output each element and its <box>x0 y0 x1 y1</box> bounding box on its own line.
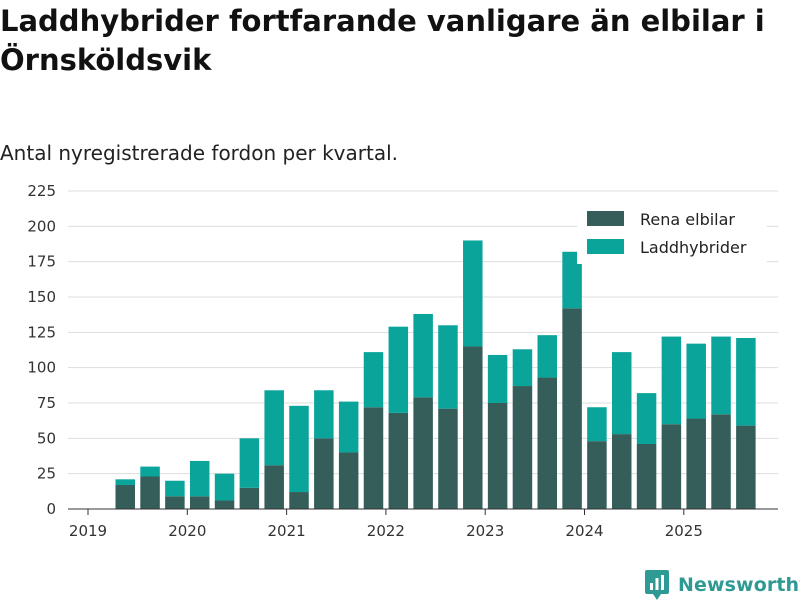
bar-rena-elbilar <box>338 452 359 509</box>
y-tick-label: 100 <box>27 359 56 377</box>
bar-rena-elbilar <box>214 500 235 509</box>
legend-swatch-rena-elbilar <box>587 211 624 226</box>
bar-rena-elbilar <box>289 492 309 509</box>
newsworthy-logo-icon <box>645 570 669 600</box>
bar-laddhybrider <box>562 251 582 309</box>
bar-laddhybrider <box>189 460 210 497</box>
bar-rena-elbilar <box>438 408 458 509</box>
x-tick-label: 2025 <box>665 522 703 540</box>
bar-laddhybrider <box>239 438 260 488</box>
bar-rena-elbilar <box>487 403 508 509</box>
bar-rena-elbilar <box>736 425 756 509</box>
bar-laddhybrider <box>463 240 483 347</box>
bar-laddhybrider <box>512 349 533 387</box>
bar-laddhybrider <box>363 352 384 408</box>
x-tick-label: 2022 <box>367 522 405 540</box>
bar-laddhybrider <box>438 325 458 409</box>
bar-rena-elbilar <box>115 484 135 509</box>
bar-rena-elbilar <box>661 424 682 509</box>
bar-rena-elbilar <box>512 386 533 509</box>
bar-laddhybrider <box>214 473 235 501</box>
bar-laddhybrider <box>314 390 334 439</box>
y-tick-label: 0 <box>46 500 56 518</box>
bar-rena-elbilar <box>239 487 260 509</box>
x-tick-label: 2019 <box>69 522 107 540</box>
bar-rena-elbilar <box>562 308 582 509</box>
bar-laddhybrider <box>587 407 607 442</box>
x-tick-label: 2023 <box>466 522 504 540</box>
bar-laddhybrider <box>636 393 657 444</box>
bar-rena-elbilar <box>587 441 607 509</box>
bar-rena-elbilar <box>463 346 483 509</box>
bar-laddhybrider <box>711 336 731 415</box>
y-tick-label: 225 <box>27 182 56 200</box>
bar-rena-elbilar <box>314 438 334 509</box>
legend-swatch-laddhybrider <box>587 239 624 254</box>
bar-laddhybrider <box>264 390 284 466</box>
y-tick-label: 150 <box>27 288 56 306</box>
bar-rena-elbilar <box>388 412 409 509</box>
y-tick-label: 125 <box>27 323 56 341</box>
y-tick-label: 200 <box>27 217 56 235</box>
legend: Rena elbilar Laddhybrider <box>577 202 767 264</box>
newsworthy-logo: Newsworthy <box>644 569 800 601</box>
bar-laddhybrider <box>537 335 558 378</box>
chart-subtitle: Antal nyregistrerade fordon per kvartal. <box>0 141 399 165</box>
legend-label-rena-elbilar: Rena elbilar <box>640 210 735 229</box>
bar-rena-elbilar <box>189 496 210 509</box>
bar-laddhybrider <box>165 480 185 497</box>
bar-rena-elbilar <box>636 443 657 509</box>
y-tick-label: 175 <box>27 253 56 271</box>
bar-rena-elbilar <box>264 465 284 509</box>
bar-rena-elbilar <box>711 414 731 509</box>
bar-laddhybrider <box>661 336 682 425</box>
bar-rena-elbilar <box>537 377 558 509</box>
bar-rena-elbilar <box>611 434 632 509</box>
bar-laddhybrider <box>611 352 632 435</box>
y-tick-label: 50 <box>37 429 56 447</box>
y-tick-label: 25 <box>37 465 56 483</box>
legend-label-laddhybrider: Laddhybrider <box>640 238 747 257</box>
bar-laddhybrider <box>686 343 706 419</box>
bar-laddhybrider <box>388 326 409 413</box>
bar-laddhybrider <box>736 337 756 426</box>
bar-laddhybrider <box>140 466 160 477</box>
bar-laddhybrider <box>487 354 508 403</box>
bar-rena-elbilar <box>363 407 384 509</box>
bar-laddhybrider <box>413 313 433 398</box>
bar-rena-elbilar <box>686 418 706 509</box>
y-tick-label: 75 <box>37 394 56 412</box>
y-axis-ticks: 0 25 50 75 100 125 150 175 200 225 <box>27 182 56 518</box>
bar-laddhybrider <box>289 405 309 493</box>
bar-rena-elbilar <box>165 496 185 509</box>
x-tick-label: 2024 <box>565 522 603 540</box>
chart-title: Laddhybrider fortfarande vanligare än el… <box>0 4 765 77</box>
bar-laddhybrider <box>338 401 359 453</box>
x-tick-label: 2021 <box>268 522 306 540</box>
bar-rena-elbilar <box>140 476 160 509</box>
bar-rena-elbilar <box>413 397 433 509</box>
newsworthy-wordmark: Newsworthy <box>678 574 800 596</box>
bar-laddhybrider <box>115 479 135 485</box>
x-tick-label: 2020 <box>168 522 206 540</box>
bars <box>115 240 756 509</box>
x-axis: 2019 2020 2021 2022 2023 2024 2025 <box>68 508 778 540</box>
